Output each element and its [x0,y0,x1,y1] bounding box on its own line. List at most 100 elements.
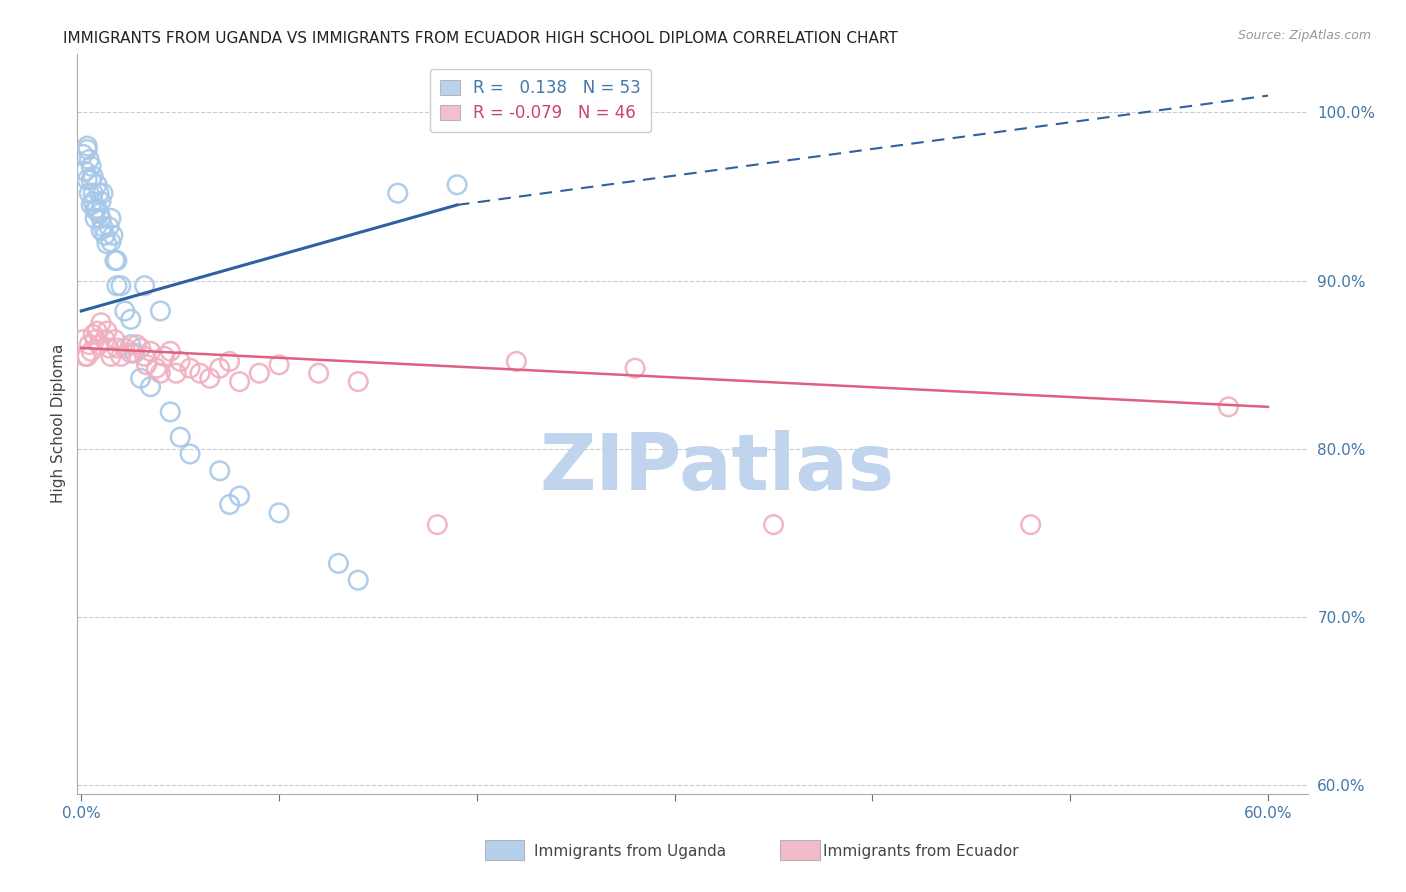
Point [134,278,156,293]
Point [169,354,191,368]
Point [328,557,350,571]
Point [76,143,98,157]
Point [84,333,107,347]
Point [80,198,103,212]
Point [179,361,201,376]
Point [120,346,142,360]
Point [87,206,110,220]
Point [208,464,231,478]
Point [91,219,114,234]
Point [114,304,136,318]
Point [76,172,98,186]
Point [98,341,121,355]
Legend: R =   0.138   N = 53, R = -0.079   N = 46: R = 0.138 N = 53, R = -0.079 N = 46 [430,70,651,132]
Point [426,517,449,532]
Point [104,333,127,347]
Point [159,344,181,359]
Bar [485,840,524,860]
Point [446,178,468,192]
Point [134,350,156,364]
Bar [780,840,820,860]
Point [347,573,370,587]
Point [228,489,250,503]
Point [624,361,647,376]
Point [120,337,142,351]
Point [149,366,172,380]
Point [100,350,122,364]
Point [110,350,132,364]
Point [82,169,104,184]
Text: Source: ZipAtlas.com: Source: ZipAtlas.com [1237,29,1371,42]
Point [347,375,370,389]
Point [82,327,104,342]
Point [105,341,128,355]
Text: IMMIGRANTS FROM UGANDA VS IMMIGRANTS FROM ECUADOR HIGH SCHOOL DIPLOMA CORRELATIO: IMMIGRANTS FROM UGANDA VS IMMIGRANTS FRO… [63,31,898,46]
Point [247,366,270,380]
Point [139,344,162,359]
Point [87,186,110,201]
Point [129,371,152,385]
Point [218,354,240,368]
Point [114,341,136,355]
Point [110,278,132,293]
Point [82,194,104,209]
Point [77,153,100,167]
Point [80,344,103,359]
Point [84,211,107,226]
Point [308,366,330,380]
Point [267,358,290,372]
Point [165,366,187,380]
Point [169,430,191,444]
Point [387,186,409,201]
Point [72,333,94,347]
Point [505,354,527,368]
Point [1019,517,1042,532]
Point [198,371,221,385]
Point [139,380,162,394]
Point [188,366,211,380]
Point [75,350,97,364]
Point [90,316,112,330]
Point [100,235,122,249]
Point [149,304,172,318]
Point [86,324,108,338]
Point [82,186,104,201]
Point [98,219,121,234]
Point [86,202,108,216]
Point [80,159,103,173]
Point [75,164,97,178]
Point [104,253,127,268]
Point [100,211,122,226]
Point [159,405,181,419]
Y-axis label: High School Diploma: High School Diploma [51,344,66,503]
Point [208,361,231,376]
Point [101,228,124,243]
Point [129,341,152,355]
Point [80,172,103,186]
Point [90,194,112,209]
Point [87,337,110,351]
Text: Immigrants from Ecuador: Immigrants from Ecuador [823,845,1018,859]
Point [218,498,240,512]
Point [96,324,118,338]
Point [72,147,94,161]
Point [267,506,290,520]
Point [762,517,785,532]
Point [153,350,176,364]
Point [77,337,100,351]
Point [90,211,112,226]
Point [91,186,114,201]
Point [228,375,250,389]
Point [125,337,148,351]
Point [86,178,108,192]
Point [76,139,98,153]
Point [120,312,142,326]
Point [1218,400,1240,414]
Point [94,228,117,243]
Point [77,186,100,201]
Point [90,223,112,237]
Point [135,358,157,372]
Point [124,346,146,360]
Point [84,202,107,217]
Point [145,361,167,376]
